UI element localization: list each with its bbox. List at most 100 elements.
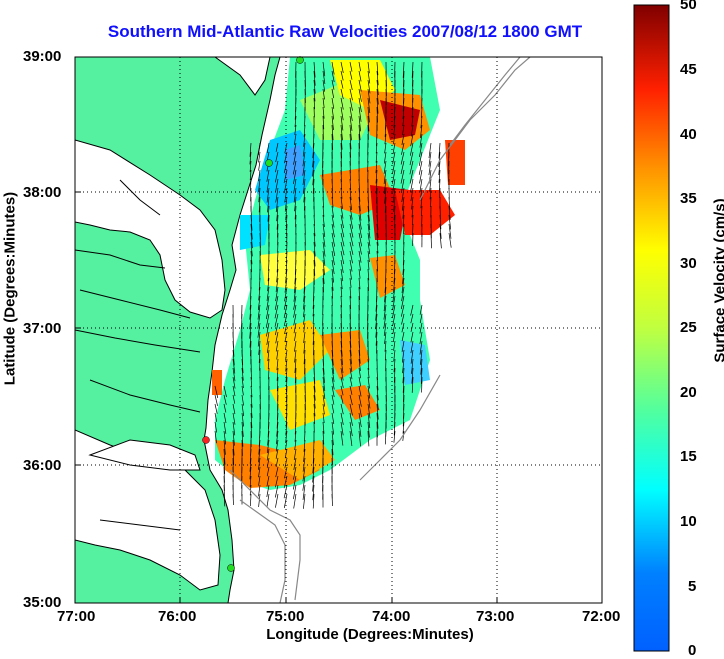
velocity-arrow (283, 160, 288, 174)
velocity-arrow (411, 106, 414, 118)
radar-site-marker (202, 436, 210, 444)
velocity-arrow (402, 250, 405, 266)
velocity-arrow (383, 178, 387, 194)
velocity-arrow (349, 331, 352, 348)
x-tick-label: 72:00 (582, 608, 621, 625)
velocity-arrow (438, 160, 441, 176)
velocity-arrow (312, 448, 315, 464)
velocity-arrow (322, 97, 325, 108)
velocity-arrow (349, 259, 353, 272)
velocity-arrow (349, 412, 353, 426)
velocity-arrow (367, 106, 370, 123)
velocity-arrow (393, 196, 396, 212)
velocity-arrow (349, 169, 351, 181)
velocity-arrow (392, 277, 396, 294)
velocity-arrow (293, 142, 297, 155)
velocity-arrow (367, 268, 370, 281)
velocity-arrow (358, 268, 361, 279)
velocity-arrow (392, 313, 396, 327)
velocity-arrow (294, 340, 297, 352)
velocity-arrow (358, 385, 362, 397)
velocity-arrow (349, 286, 352, 299)
axes-frame (74, 56, 603, 604)
velocity-arrow (383, 151, 387, 164)
velocity-arrow (340, 376, 344, 388)
velocity-arrow (402, 259, 405, 276)
velocity-arrow (358, 232, 363, 247)
velocity-arrow (419, 304, 423, 315)
velocity-arrow (349, 196, 353, 211)
velocity-arrow (249, 151, 252, 165)
velocity-arrow (349, 79, 353, 90)
velocity-arrow (266, 178, 270, 193)
velocity-arrow (331, 385, 335, 398)
velocity-arrow (313, 214, 315, 226)
velocity-arrow (358, 430, 361, 447)
velocity-arrow (402, 214, 405, 227)
velocity-arrow (402, 106, 405, 119)
velocity-arrow (340, 241, 345, 256)
velocity-arrow (358, 241, 362, 255)
velocity-arrow (393, 349, 396, 362)
velocity-arrow (367, 385, 371, 399)
velocity-arrow (376, 403, 379, 420)
velocity-arrow (375, 304, 378, 321)
velocity-arrow (358, 349, 361, 364)
velocity-arrow (276, 205, 279, 222)
velocity-arrow (274, 322, 279, 336)
velocity-arrow (340, 61, 344, 73)
velocity-arrow (340, 403, 344, 415)
velocity-arrow (241, 412, 244, 427)
velocity-arrow (376, 241, 379, 254)
velocity-arrow (402, 421, 405, 434)
colorbar-tick-label: 50 (680, 0, 697, 13)
velocity-arrow (303, 124, 306, 137)
velocity-arrow (232, 448, 235, 465)
velocity-arrow (294, 430, 297, 442)
y-tick-label: 38:00 (23, 184, 62, 201)
velocity-arrow (258, 475, 261, 486)
velocity-arrow (358, 187, 361, 202)
velocity-arrow (392, 331, 396, 342)
velocity-arrow (349, 178, 352, 190)
velocity-arrow (293, 169, 297, 185)
velocity-arrow (214, 385, 219, 399)
velocity-arrow (331, 187, 334, 199)
velocity-arrow (439, 214, 442, 230)
velocity-arrow (293, 457, 297, 470)
velocity-arrow (367, 196, 370, 213)
velocity-arrow (349, 358, 353, 372)
velocity-arrow (322, 232, 326, 247)
velocity-arrow (249, 322, 252, 339)
velocity-arrow (393, 268, 396, 284)
velocity-arrow (294, 124, 297, 135)
velocity-arrow (375, 169, 378, 184)
velocity-arrow (401, 196, 405, 211)
velocity-arrow (349, 394, 353, 406)
velocity-arrow (340, 223, 345, 238)
velocity-arrow (384, 142, 387, 154)
velocity-arrow (358, 403, 362, 417)
velocity-arrow (401, 277, 405, 293)
velocity-arrow (448, 205, 451, 220)
velocity-arrow (340, 79, 344, 89)
velocity-arrow (420, 124, 423, 139)
velocity-arrow (384, 196, 387, 213)
velocity-arrow (293, 466, 297, 480)
velocity-arrow (421, 205, 423, 216)
velocity-arrow (267, 205, 270, 222)
y-tick-label: 39:00 (23, 48, 62, 65)
velocity-arrow (448, 223, 452, 239)
velocity-arrow (313, 61, 316, 78)
velocity-arrow (266, 493, 270, 508)
velocity-arrow (331, 250, 335, 266)
velocity-arrow (340, 115, 344, 131)
velocity-arrow (376, 97, 379, 114)
velocity-arrow (303, 196, 306, 211)
velocity-arrow (393, 106, 396, 121)
velocity-arrow (275, 340, 279, 352)
velocity-arrow (393, 133, 396, 145)
velocity-arrow (293, 187, 297, 203)
velocity-arrow (285, 214, 288, 229)
velocity-arrow (284, 286, 288, 302)
